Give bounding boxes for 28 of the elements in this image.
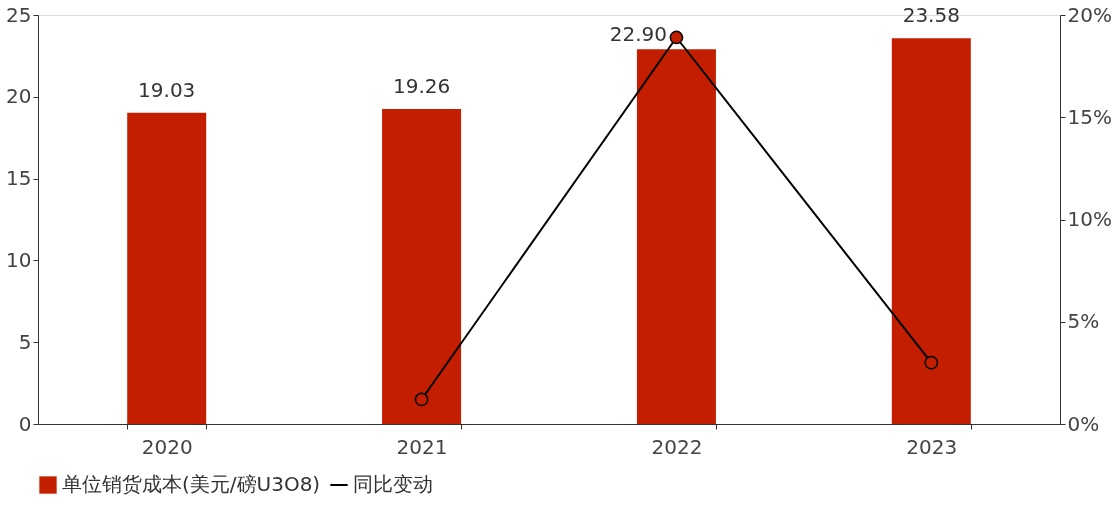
y-tick-label: 15 [6,166,32,191]
x-tick-label: 2023 [906,434,958,459]
y2-tick-label: 5% [1067,309,1100,334]
bar [891,38,971,424]
y2-tick-label: 0% [1067,411,1100,436]
point [924,355,939,370]
y2-tick-label: 15% [1067,104,1112,129]
x-tick-label: 2020 [141,434,193,459]
x-tick-label: 2021 [396,434,448,459]
y-tick-label: 0 [18,411,32,436]
y2-tick-label: 10% [1067,207,1112,231]
data-label: 22.90 [609,22,668,47]
point [414,392,429,407]
y-tick-label: 20 [6,84,32,109]
legend-label: 同比变动 [353,472,433,496]
point [669,30,684,45]
y-tick-label: 25 [6,2,32,27]
data-label: 23.58 [902,3,960,28]
y2-tick-label: 20% [1067,2,1112,27]
data-label: 19.26 [392,73,451,98]
y-tick-label: 10 [6,247,32,272]
bar [382,108,462,424]
bar [127,112,207,424]
data-label: 19.03 [138,77,196,102]
y-tick-label: 5 [18,329,32,354]
legend-label: 单位销货成本(美元/磅U3O8) [62,472,321,496]
x-tick-label: 2022 [651,434,703,459]
bar [636,49,716,424]
